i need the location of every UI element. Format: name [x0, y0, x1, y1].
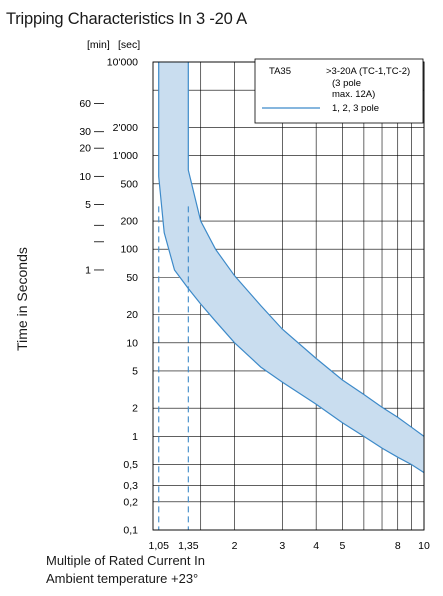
x-tick-label: 5: [339, 540, 345, 552]
y-tick-label-min: 30: [79, 126, 91, 138]
y-tick-label-min: 20: [79, 143, 91, 155]
band-layer: [158, 62, 425, 474]
y-tick-label-sec: 20: [126, 309, 138, 321]
y-tick-label-min: 5: [85, 199, 91, 211]
legend-rating-line-2: (3 pole: [332, 78, 361, 89]
y-tick-label-sec: 2'000: [113, 122, 139, 134]
y-tick-label-sec: 10: [126, 337, 138, 349]
band-lower-curve: [158, 62, 425, 474]
y-tick-label-sec: 0,5: [123, 459, 138, 471]
y-tick-label-sec: 50: [126, 272, 138, 284]
y-tick-label-min: 10: [79, 171, 91, 183]
y-tick-label-sec: 10'000: [107, 57, 138, 69]
x-tick-label: 1,05: [149, 540, 170, 552]
y-axis-label: Time in Seconds: [14, 247, 30, 351]
legend: TA35 >3-20A (TC-1,TC-2) (3 pole max. 12A…: [254, 58, 424, 124]
y-tick-label-sec: 1'000: [113, 150, 139, 162]
y-unit-sec: [sec]: [118, 39, 140, 51]
marker-layer: [158, 206, 189, 530]
legend-rating-line-1: >3-20A (TC-1,TC-2): [326, 66, 410, 77]
y-tick-label-sec: 200: [120, 216, 138, 228]
legend-series-label: 1, 2, 3 pole: [332, 103, 379, 114]
y-tick-label-sec: 100: [120, 244, 138, 256]
x-axis-label-line-2: Ambient temperature +23°: [46, 571, 199, 586]
y-tick-label-sec: 0,3: [123, 480, 138, 492]
y-tick-label-sec: 2: [132, 403, 138, 415]
legend-box: [254, 58, 424, 124]
page-title: Tripping Characteristics In 3 -20 A: [6, 10, 247, 28]
y-tick-label-min: 60: [79, 98, 91, 110]
x-tick-label: 10: [418, 540, 430, 552]
y-tick-label-min: 1: [85, 264, 91, 276]
x-axis-label-line-1: Multiple of Rated Current In: [46, 553, 205, 568]
band-upper-curve: [187, 62, 425, 437]
legend-model: TA35: [269, 66, 291, 77]
tripping-band-area: [158, 62, 424, 473]
legend-rating-line-3: max. 12A): [332, 89, 375, 100]
y-tick-label-sec: 1: [132, 431, 138, 443]
y-tick-label-sec: 0,1: [123, 525, 138, 537]
y-unit-min: [min]: [87, 39, 110, 51]
x-tick-label: 4: [313, 540, 319, 552]
x-tick-label: 2: [232, 540, 238, 552]
x-tick-label: 1,35: [178, 540, 199, 552]
y-tick-label-sec: 500: [120, 178, 138, 190]
x-tick-label: 8: [395, 540, 401, 552]
x-tick-label: 3: [279, 540, 285, 552]
tick-label-layer: 1,05 1,35 2 3 4 5 8 1010'0002'0001'000500200100…: [79, 57, 430, 553]
y-tick-label-sec: 0,2: [123, 496, 138, 508]
y-tick-label-sec: 5: [132, 365, 138, 377]
